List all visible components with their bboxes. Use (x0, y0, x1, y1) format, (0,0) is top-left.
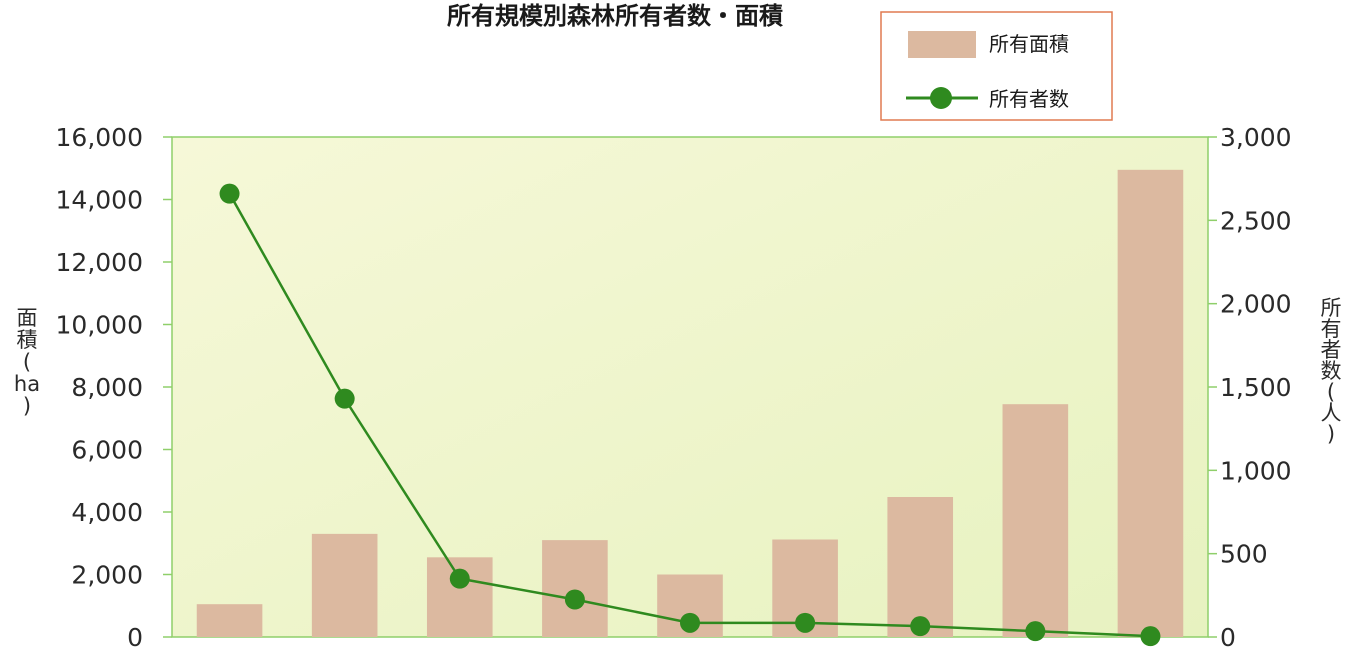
axis-label-char: ( (23, 350, 31, 374)
legend-area-swatch (908, 31, 976, 58)
owner-point (1025, 621, 1046, 642)
chart-title: 所有規模別森林所有者数・面積 (447, 2, 783, 30)
axis-label-char: ) (23, 394, 31, 418)
right-tick-label: 3,000 (1220, 123, 1292, 152)
right-axis-label: 所有者数(人) (1321, 296, 1342, 446)
axis-label-char: 者 (1321, 338, 1342, 362)
left-tick-label: 8,000 (71, 373, 143, 402)
line-series (219, 183, 1161, 647)
right-tick-label: 2,000 (1220, 290, 1292, 319)
area-bar (311, 533, 378, 637)
owner-point (680, 612, 700, 633)
area-bar (196, 604, 263, 637)
owner-point (795, 612, 816, 633)
area-bar (542, 540, 608, 637)
area-bar (887, 497, 954, 637)
left-tick-label: 2,000 (71, 561, 143, 590)
right-axis: 0 500 1,000 1,500 2,000 2,500 3,000 (1208, 123, 1292, 647)
owner-point (334, 388, 355, 409)
legend-box (880, 11, 1113, 121)
axis-label-char: ( (1327, 380, 1335, 404)
owner-point (564, 589, 585, 610)
axis-label-char: ha (14, 372, 40, 396)
left-tick-label: 10,000 (56, 311, 143, 340)
area-bar (1002, 404, 1069, 637)
axis-label-char: 人 (1321, 401, 1342, 425)
axis-label-char: 所 (1321, 296, 1342, 320)
left-tick-label: 4,000 (71, 498, 143, 527)
left-tick-label: 0 (127, 623, 143, 647)
right-tick-label: 2,500 (1220, 206, 1292, 235)
owner-point (449, 568, 470, 589)
left-axis: 0 2,000 4,000 6,000 8,000 10,000 12,000 14,000 1… (56, 123, 172, 647)
left-axis-label: 面積(ha) (14, 306, 40, 418)
right-tick-label: 0 (1220, 623, 1236, 647)
legend: 所有面積 所有者数 (880, 11, 1113, 121)
legend-area-label: 所有面積 (989, 32, 1069, 56)
bar-series (196, 169, 1184, 637)
left-tick-label: 6,000 (71, 436, 143, 465)
owner-point (219, 183, 240, 204)
axis-label-char: 数 (1321, 359, 1342, 383)
right-tick-label: 500 (1220, 540, 1268, 569)
axis-label-char: 有 (1321, 317, 1342, 341)
owner-point (1140, 626, 1161, 647)
owner-point (910, 616, 931, 637)
right-tick-label: 1,000 (1220, 456, 1292, 485)
axis-label-char: 積 (17, 328, 38, 352)
legend-owner-label: 所有者数 (989, 87, 1069, 111)
right-tick-label: 1,500 (1220, 373, 1292, 402)
legend-owner-marker (930, 87, 952, 109)
left-tick-label: 12,000 (56, 248, 143, 277)
left-tick-label: 14,000 (56, 186, 143, 215)
axis-label-char: ) (1327, 422, 1335, 446)
axis-label-char: 面 (17, 306, 38, 330)
left-tick-label: 16,000 (56, 123, 143, 152)
area-bar (1117, 169, 1184, 637)
